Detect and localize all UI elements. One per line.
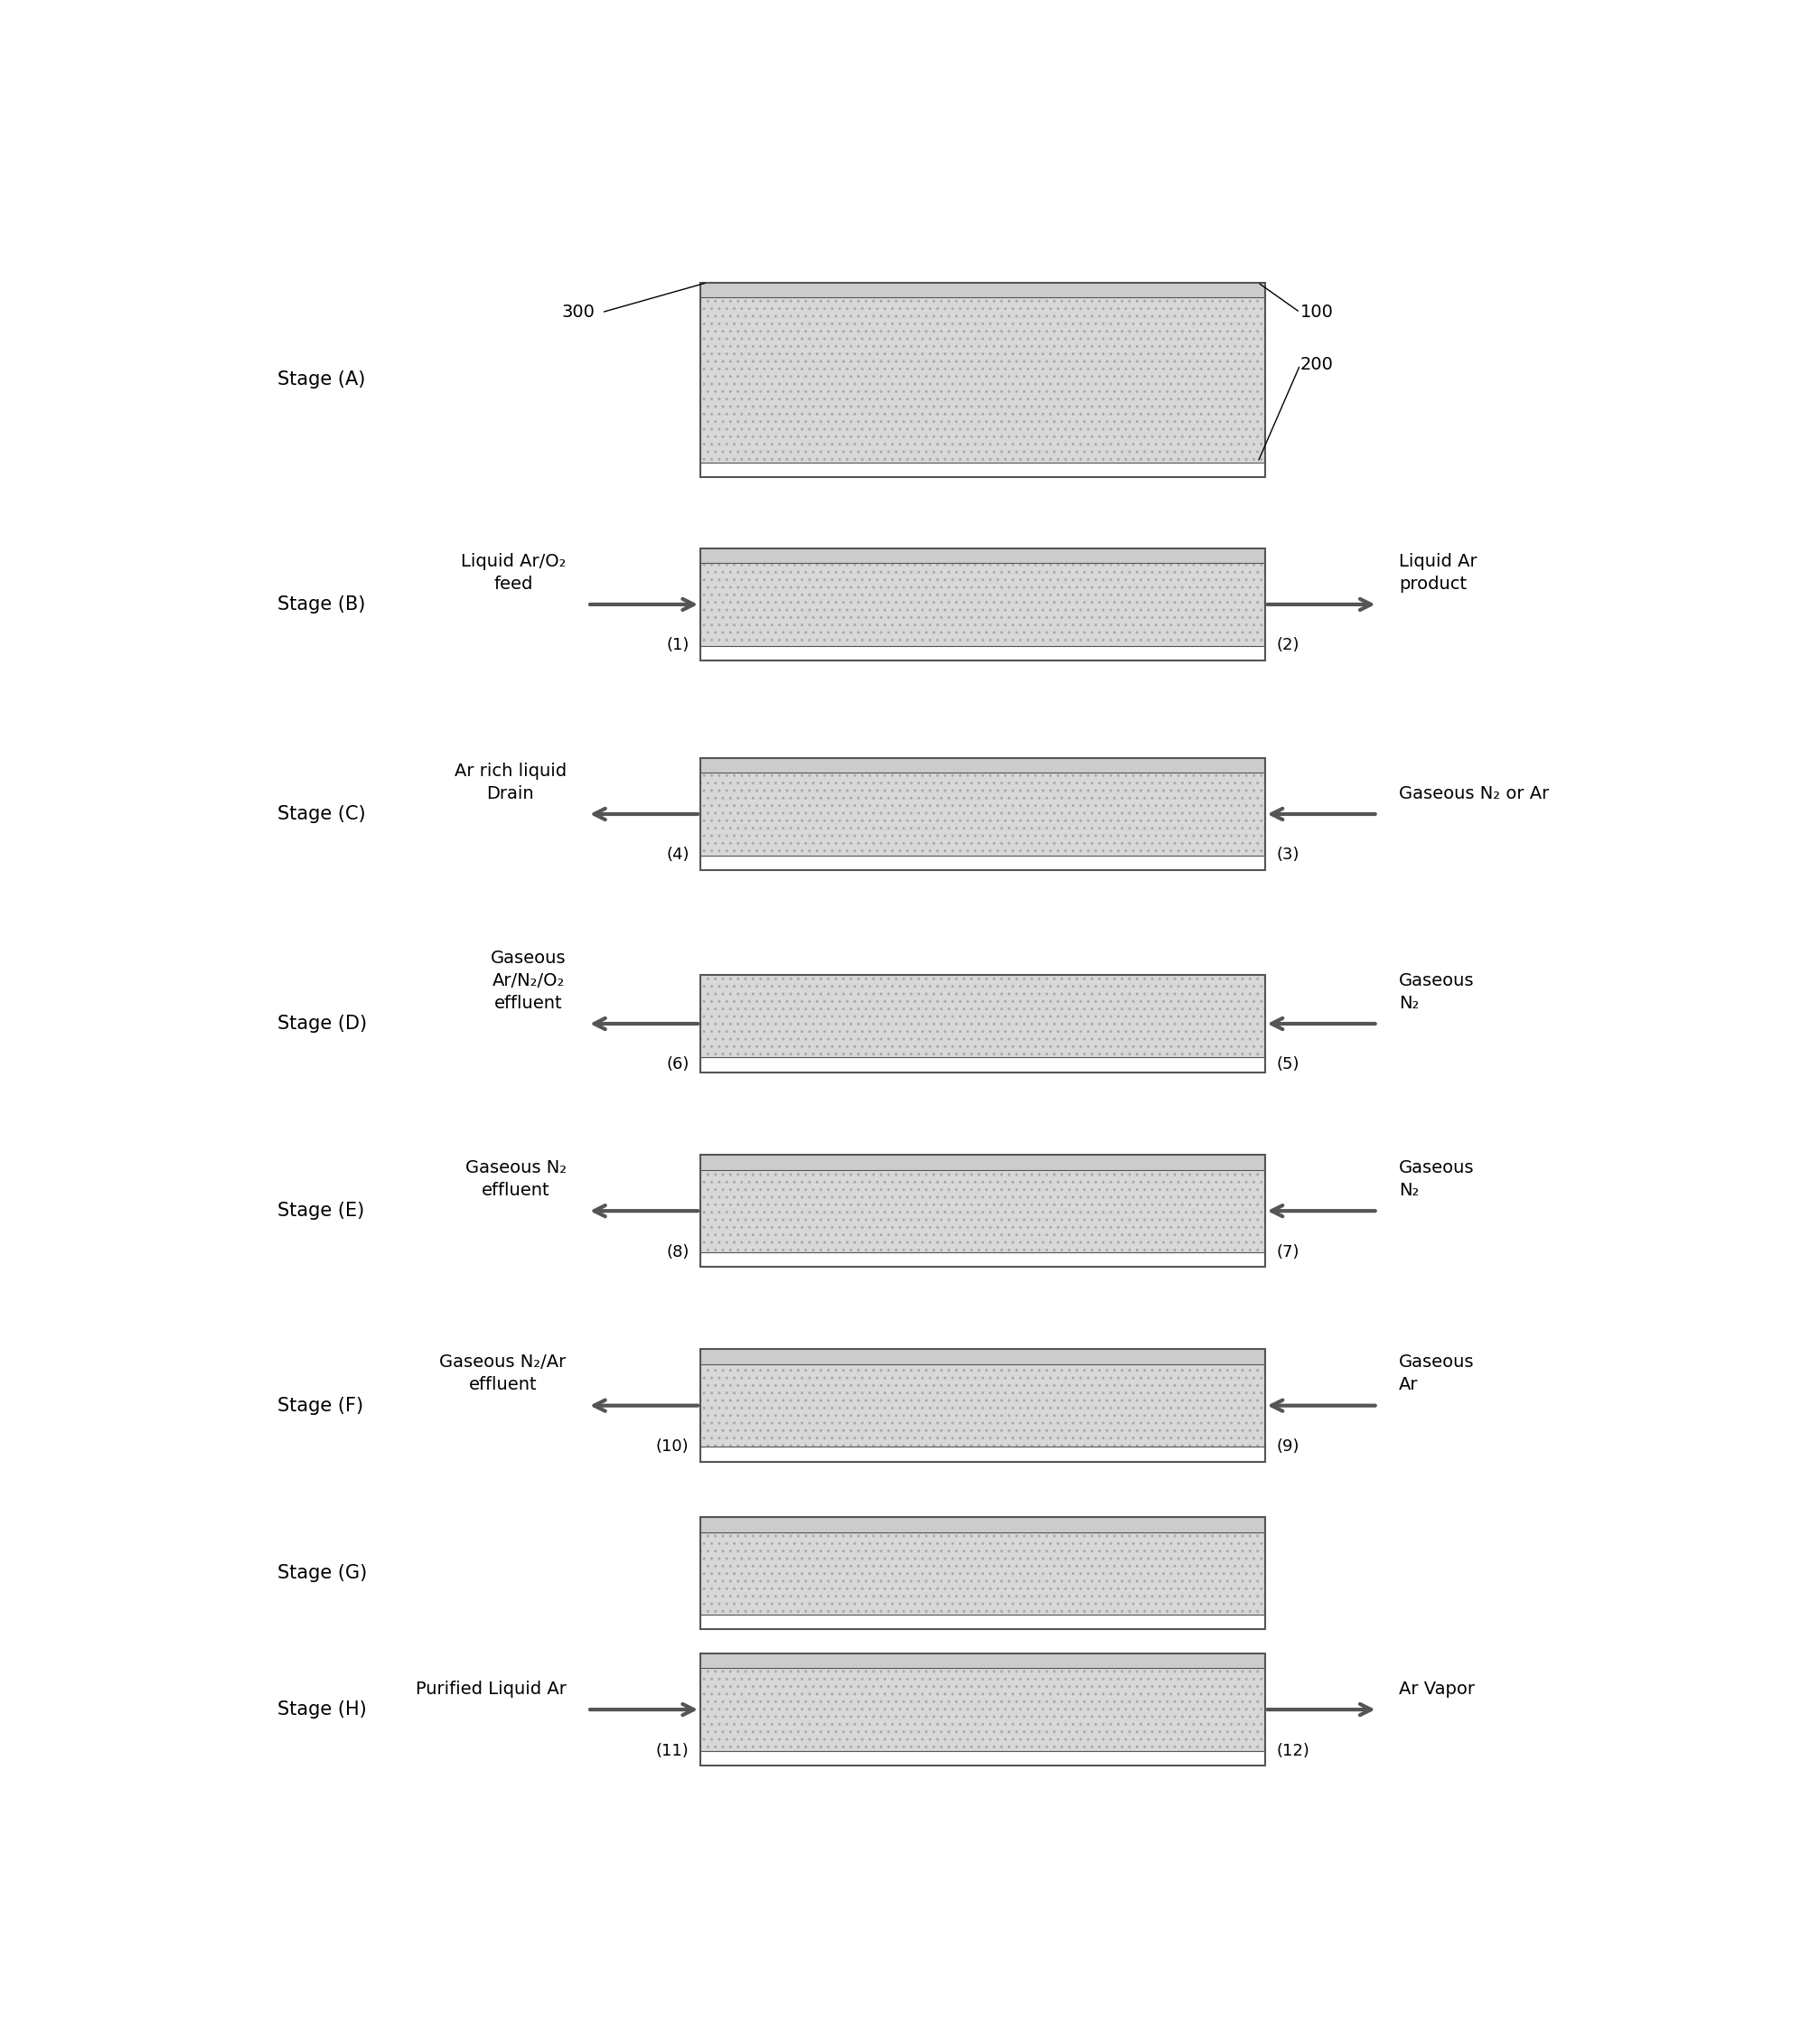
Text: Purified Liquid Ar: Purified Liquid Ar	[415, 1681, 566, 1697]
Bar	[701, 645, 1265, 662]
Bar	[701, 1058, 1265, 1072]
Text: (3): (3)	[1276, 847, 1298, 864]
Text: Stage (D): Stage (D)	[277, 1015, 366, 1033]
Text: Stage (E): Stage (E)	[277, 1203, 364, 1219]
Text: 200: 200	[1299, 355, 1332, 374]
Bar	[701, 1156, 1265, 1266]
Text: Stage (A): Stage (A)	[277, 372, 364, 388]
Bar	[701, 547, 1265, 662]
Text: Gaseous
N₂: Gaseous N₂	[1398, 972, 1474, 1011]
Text: Stage (H): Stage (H)	[277, 1701, 366, 1719]
Bar	[701, 1252, 1265, 1266]
Bar	[701, 758, 1265, 772]
Text: (12): (12)	[1276, 1742, 1309, 1758]
Bar	[701, 1654, 1265, 1668]
Bar	[701, 1156, 1265, 1170]
Text: (1): (1)	[666, 637, 688, 653]
Bar	[701, 282, 1265, 298]
Bar	[701, 1350, 1265, 1364]
Text: (4): (4)	[666, 847, 688, 864]
Bar	[701, 1517, 1265, 1630]
Text: (11): (11)	[655, 1742, 688, 1758]
Bar	[701, 282, 1265, 478]
Bar	[701, 974, 1265, 1058]
Text: (5): (5)	[1276, 1056, 1298, 1072]
Bar	[701, 1615, 1265, 1630]
Bar	[701, 1446, 1265, 1462]
Text: 300: 300	[561, 304, 593, 321]
Bar	[701, 547, 1265, 564]
Text: Stage (G): Stage (G)	[277, 1564, 366, 1583]
Bar	[701, 758, 1265, 870]
Text: 100: 100	[1299, 304, 1332, 321]
Bar	[701, 976, 1265, 1072]
Bar	[701, 1750, 1265, 1766]
Text: Ar Vapor: Ar Vapor	[1398, 1681, 1474, 1697]
Text: Stage (C): Stage (C)	[277, 805, 366, 823]
Bar	[701, 1350, 1265, 1462]
Text: Liquid Ar/O₂
feed: Liquid Ar/O₂ feed	[460, 553, 566, 592]
Text: (10): (10)	[655, 1438, 688, 1454]
Bar	[701, 461, 1265, 478]
Bar	[701, 1517, 1265, 1532]
Text: Gaseous
N₂: Gaseous N₂	[1398, 1160, 1474, 1199]
Text: (7): (7)	[1276, 1244, 1298, 1260]
Text: (6): (6)	[666, 1056, 688, 1072]
Bar	[701, 1364, 1265, 1446]
Bar	[701, 1668, 1265, 1750]
Bar	[701, 1517, 1265, 1630]
Bar	[701, 564, 1265, 645]
Bar	[701, 856, 1265, 870]
Text: (8): (8)	[666, 1244, 688, 1260]
Bar	[701, 758, 1265, 870]
Text: (2): (2)	[1276, 637, 1298, 653]
Text: (9): (9)	[1276, 1438, 1298, 1454]
Text: Gaseous
Ar: Gaseous Ar	[1398, 1354, 1474, 1393]
Text: Liquid Ar
product: Liquid Ar product	[1398, 553, 1476, 592]
Text: Gaseous N₂ or Ar: Gaseous N₂ or Ar	[1398, 784, 1549, 803]
Bar	[701, 547, 1265, 662]
Text: Stage (B): Stage (B)	[277, 596, 364, 613]
Bar	[701, 298, 1265, 461]
Bar	[701, 1350, 1265, 1462]
Bar	[701, 976, 1265, 1072]
Bar	[701, 282, 1265, 478]
Text: Ar rich liquid
Drain: Ar rich liquid Drain	[453, 762, 566, 803]
Text: Gaseous
Ar/N₂/O₂
effluent: Gaseous Ar/N₂/O₂ effluent	[491, 950, 566, 1011]
Bar	[701, 1532, 1265, 1615]
Bar	[701, 1654, 1265, 1766]
Text: Gaseous N₂/Ar
effluent: Gaseous N₂/Ar effluent	[439, 1354, 566, 1393]
Bar	[701, 1654, 1265, 1766]
Bar	[701, 1170, 1265, 1252]
Bar	[701, 772, 1265, 856]
Bar	[701, 1156, 1265, 1266]
Text: Gaseous N₂
effluent: Gaseous N₂ effluent	[464, 1160, 566, 1199]
Text: Stage (F): Stage (F)	[277, 1397, 362, 1415]
